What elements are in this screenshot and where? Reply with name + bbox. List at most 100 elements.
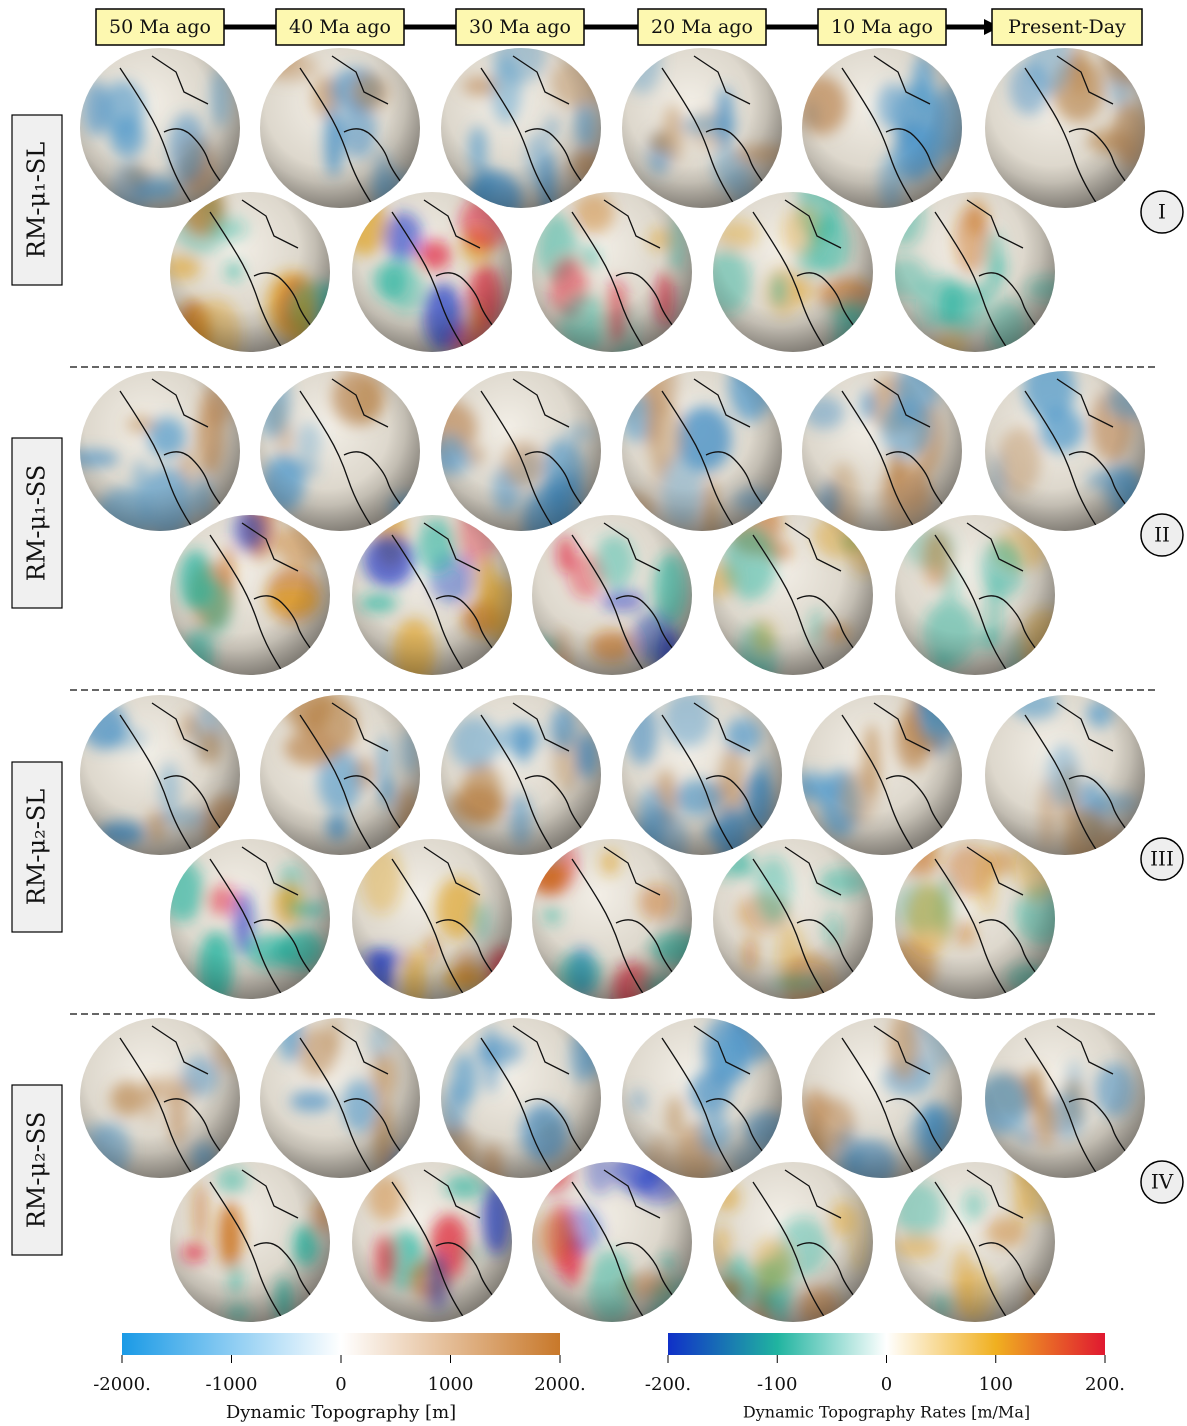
globe — [352, 839, 519, 1013]
globe-shade — [441, 371, 601, 531]
globe-shade — [802, 695, 962, 855]
globe — [895, 515, 1069, 689]
globe-shade — [260, 695, 420, 855]
globe — [66, 371, 240, 547]
globe — [532, 1148, 703, 1340]
globe-shade — [352, 192, 512, 352]
globe-shade — [352, 515, 512, 675]
timeline-label: 50 Ma ago — [109, 16, 211, 38]
globe — [164, 181, 344, 372]
globe-shade — [532, 192, 692, 352]
globe — [985, 688, 1145, 866]
globe-shade — [895, 839, 1055, 999]
colorbar-tick-label: 2000. — [534, 1374, 586, 1395]
timeline-label: 30 Ma ago — [469, 16, 571, 38]
globe-shade — [622, 48, 782, 208]
globe-shade — [622, 695, 782, 855]
row-label: RM-μ₂-SS — [23, 1112, 51, 1229]
globe — [622, 1000, 791, 1194]
colorbar-tick-label: 1000 — [428, 1374, 474, 1395]
globe — [894, 1148, 1067, 1345]
globe — [161, 839, 330, 1004]
colorbar-label: Dynamic Topography Rates [m/Ma] — [743, 1403, 1030, 1422]
colorbar-tick-label: -1000 — [206, 1374, 258, 1395]
globe-shade — [985, 1018, 1145, 1178]
globe — [170, 1162, 332, 1322]
globe — [799, 1008, 962, 1190]
globe-shade — [532, 515, 692, 675]
globe-shade — [713, 1162, 873, 1322]
globe-shade — [532, 839, 692, 999]
figure: 50 Ma ago 40 Ma ago 30 Ma ago 20 Ma ago 10 M… — [0, 0, 1187, 1426]
colorbar-tick-label: -200. — [645, 1374, 691, 1395]
globe-shade — [80, 48, 240, 208]
row-label: RM-μ₁-SS — [23, 465, 51, 582]
globe — [80, 695, 247, 855]
globe — [342, 192, 512, 356]
colorbar-tick-label: -100 — [757, 1374, 797, 1395]
globe-shade — [713, 515, 873, 675]
colorbar — [122, 1333, 560, 1355]
globe — [713, 1162, 873, 1341]
globe — [985, 355, 1151, 532]
colorbar-label: Dynamic Topography [m] — [226, 1402, 456, 1423]
globe-shade — [352, 839, 512, 999]
globe — [259, 41, 420, 215]
globe — [80, 48, 240, 221]
globe-shade — [895, 1162, 1055, 1322]
timeline-label: 10 Ma ago — [831, 16, 933, 38]
row-numeral: I — [1158, 200, 1166, 224]
row-label: RM-μ₂-SL — [23, 789, 51, 906]
colorbar-tick-label: -2000. — [93, 1374, 151, 1395]
globe-shade — [802, 371, 962, 531]
globe — [975, 1018, 1145, 1178]
row-numeral: III — [1150, 847, 1174, 871]
timeline-label: Present-Day — [1008, 16, 1126, 38]
globe-shade — [895, 515, 1055, 675]
globe-shade — [170, 515, 330, 675]
globe — [796, 48, 969, 210]
globe — [80, 1018, 247, 1178]
timeline-label: 40 Ma ago — [289, 16, 391, 38]
globe — [441, 695, 601, 855]
globe-shade — [260, 1018, 420, 1178]
globe-shade — [170, 1162, 330, 1322]
globe-shade — [260, 371, 420, 531]
globe — [527, 515, 692, 694]
globe — [802, 361, 962, 537]
globe-shade — [713, 192, 873, 352]
globe — [352, 1162, 512, 1322]
globe-shade — [802, 48, 962, 208]
colorbar-tick-label: 100 — [979, 1374, 1013, 1395]
globe-shade — [80, 1018, 240, 1178]
globe — [706, 838, 873, 1018]
globe — [881, 186, 1069, 357]
colorbar-tick-label: 0 — [881, 1374, 892, 1395]
colorbar — [668, 1333, 1105, 1355]
globe-shade — [80, 695, 240, 855]
globe-shade — [441, 1018, 601, 1178]
globe-shade — [352, 1162, 512, 1322]
globe-shade — [802, 1018, 962, 1178]
globe-shade — [441, 48, 601, 208]
globe-shade — [532, 1162, 692, 1322]
globe-shade — [985, 695, 1145, 855]
globe-shade — [713, 839, 873, 999]
globe — [532, 192, 692, 377]
globe — [260, 675, 420, 861]
globe-shade — [985, 48, 1145, 208]
globe-shade — [622, 371, 782, 531]
globe — [525, 834, 703, 1016]
colorbar-tick-label: 200. — [1085, 1374, 1125, 1395]
row-numeral: II — [1154, 523, 1170, 547]
globe — [441, 29, 606, 225]
globe-shade — [985, 371, 1145, 531]
timeline-label: 20 Ma ago — [651, 16, 753, 38]
globe — [793, 675, 964, 855]
globe — [352, 500, 521, 688]
globe-shade — [170, 839, 330, 999]
globe-shade — [260, 48, 420, 208]
globe-shade — [622, 1018, 782, 1178]
colorbar-tick-label: 0 — [335, 1374, 346, 1395]
globe-shade — [80, 371, 240, 531]
